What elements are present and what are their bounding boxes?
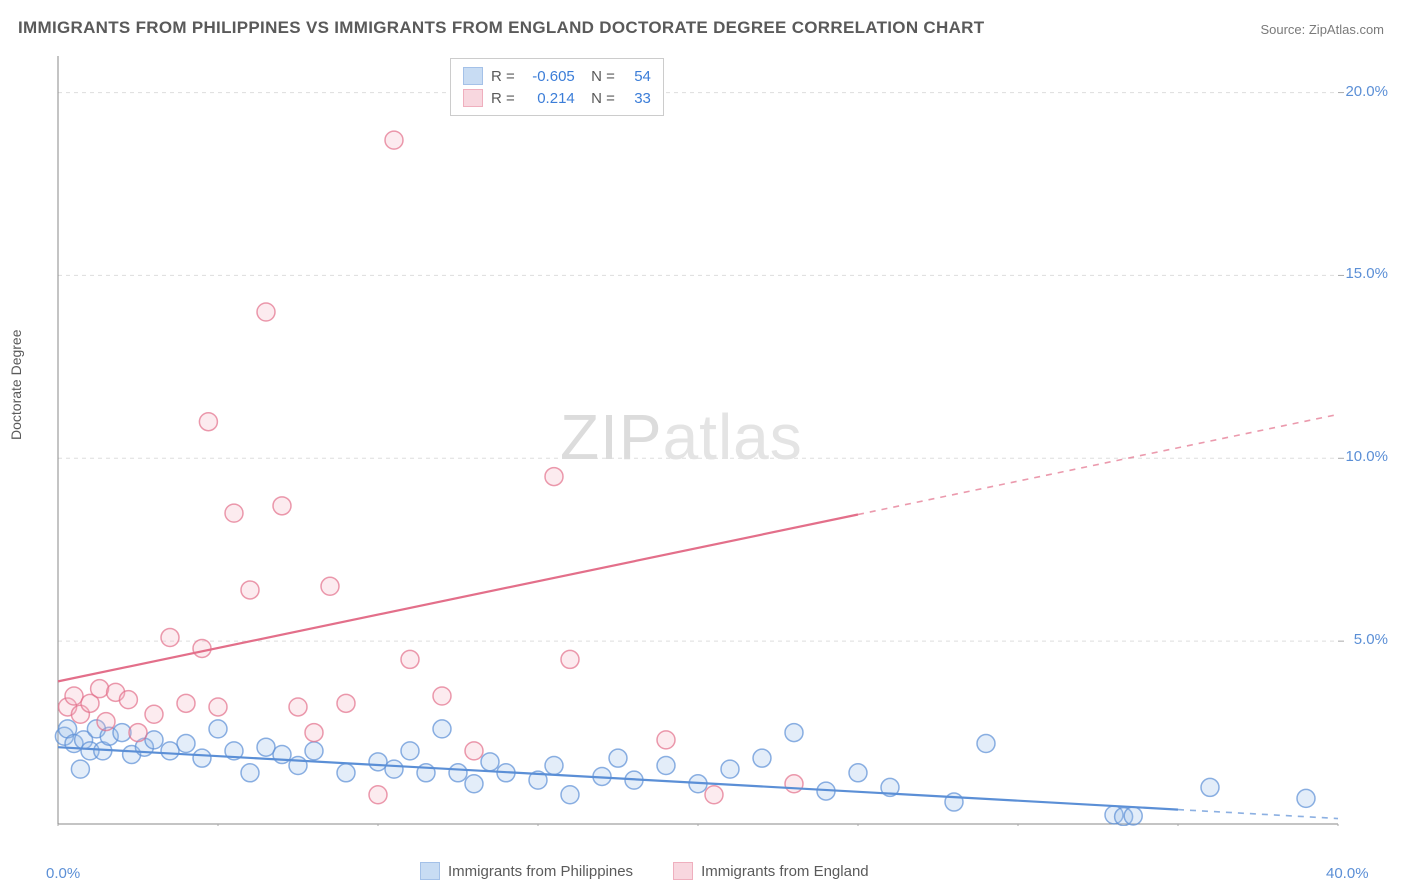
stat-r-label: R = [491,90,515,107]
scatter-chart [48,56,1358,826]
stat-r-label: R = [491,68,515,85]
chart-title: IMMIGRANTS FROM PHILIPPINES VS IMMIGRANT… [18,18,984,38]
legend-series-item: Immigrants from Philippines [420,862,633,880]
legend-stat-row: R = 0.214 N = 33 [463,87,651,109]
stat-n-label: N = [583,68,615,85]
legend-swatch [463,89,483,107]
y-tick-label: 20.0% [1345,83,1388,100]
stat-n-value: 54 [623,68,651,85]
legend-series-label: Immigrants from England [701,863,869,880]
y-axis-label: Doctorate Degree [8,329,24,440]
legend-series-item: Immigrants from England [673,862,869,880]
legend-series-label: Immigrants from Philippines [448,863,633,880]
legend-series: Immigrants from Philippines Immigrants fr… [420,862,869,880]
legend-swatch [463,67,483,85]
y-tick-label: 5.0% [1354,631,1388,648]
stat-n-value: 33 [623,90,651,107]
legend-swatch [673,862,693,880]
x-tick-label: 40.0% [1326,865,1369,882]
y-tick-label: 15.0% [1345,265,1388,282]
y-tick-label: 10.0% [1345,448,1388,465]
chart-area [48,56,1358,826]
x-tick-label: 0.0% [46,865,80,882]
stat-r-value: 0.214 [523,90,575,107]
legend-stats: R = -0.605 N = 54 R = 0.214 N = 33 [450,58,664,116]
legend-swatch [420,862,440,880]
stat-n-label: N = [583,90,615,107]
stat-r-value: -0.605 [523,68,575,85]
legend-stat-row: R = -0.605 N = 54 [463,65,651,87]
source-label: Source: ZipAtlas.com [1260,22,1384,37]
